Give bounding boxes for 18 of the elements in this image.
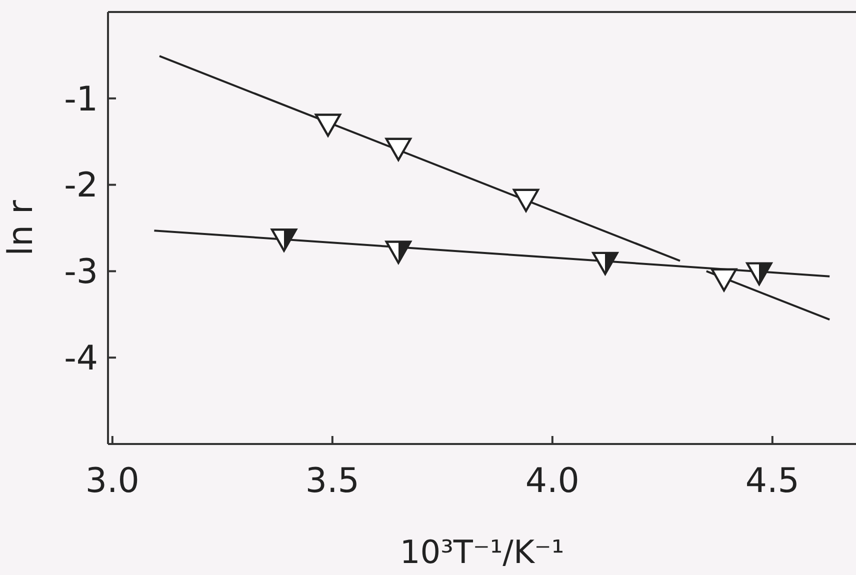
point [592, 252, 618, 276]
y-tick-label: -3 [64, 252, 98, 292]
point [710, 268, 738, 292]
y-tick-label: -2 [64, 166, 98, 206]
x-axis-title: 10³T⁻¹/K⁻¹ [400, 533, 564, 571]
x-tick-label: 4.0 [525, 461, 580, 501]
y-axis-title: ln r [1, 200, 41, 256]
point [270, 228, 298, 252]
point [385, 138, 412, 162]
point [512, 188, 540, 212]
point [385, 240, 412, 264]
x-tick-label: 3.5 [305, 461, 360, 501]
x-tick-label: 4.5 [745, 461, 800, 501]
x-tick-label: 3.0 [85, 461, 140, 501]
point [314, 114, 342, 137]
point [746, 262, 772, 286]
y-tick-label: -4 [64, 338, 98, 378]
y-tick-label: -1 [64, 79, 98, 120]
